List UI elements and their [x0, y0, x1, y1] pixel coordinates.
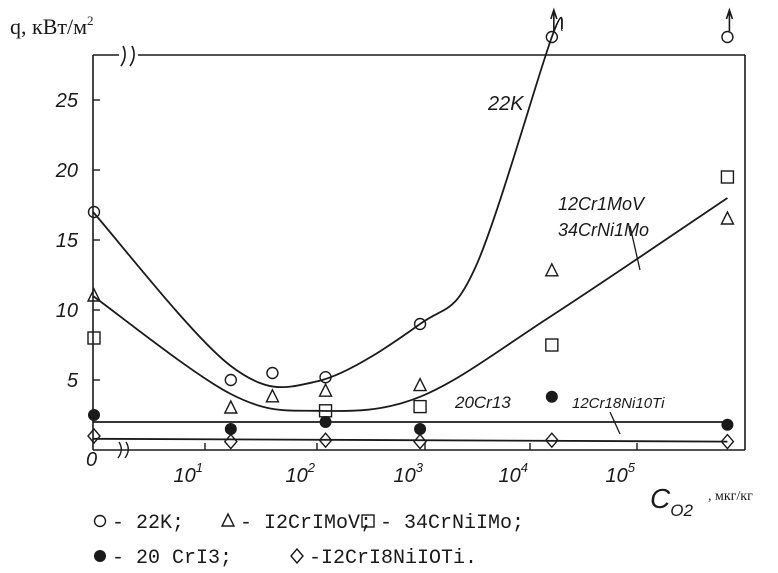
- legend-item-circle: - 22K;: [112, 512, 184, 535]
- y-tick-label: 10: [56, 300, 78, 322]
- data-point-square: [413, 399, 427, 414]
- x-tick-label: 105: [606, 460, 636, 487]
- x-tick-exponent: 2: [307, 460, 316, 475]
- x-tick-label: 104: [499, 460, 528, 487]
- data-point-circle: [413, 317, 427, 331]
- curve-label-34crni1mo: 34CrNi1Mo: [558, 220, 649, 240]
- data-point-square: [87, 331, 101, 345]
- curve-label-22k: 22K: [487, 93, 525, 115]
- x-axis-title: CO2: [650, 483, 693, 520]
- y-tick-label: 25: [55, 90, 79, 112]
- legend-marker-square: [361, 514, 375, 528]
- data-point-diamond: [413, 433, 427, 450]
- x-tick-label: 101: [174, 460, 203, 487]
- data-point-circle: [266, 366, 279, 380]
- y-tick-label: 5: [67, 370, 79, 392]
- data-point-square: [545, 338, 559, 352]
- data-point-filled-circle: [224, 423, 237, 435]
- data-point-circle: [545, 30, 559, 44]
- curve-label-12cr18ni10ti: 12Cr18Ni10Ti: [572, 395, 665, 412]
- x-tick-exponent: 1: [196, 460, 203, 475]
- y-axis-title-superscript: 2: [87, 13, 94, 28]
- origin-label: 0: [86, 449, 97, 471]
- label-leader: [629, 225, 641, 271]
- legend-item-square: - 34CrNiIMo;: [380, 512, 524, 535]
- x-axis-title-subscript: O2: [670, 501, 693, 520]
- data-point-triangle: [412, 377, 428, 392]
- x-tick-label: 102: [286, 460, 316, 487]
- data-point-filled-circle: [545, 390, 558, 403]
- data-point-circle: [721, 30, 734, 44]
- legend-item-diamond: -I2CrI8NiIOTi.: [309, 547, 477, 570]
- y-tick-label: 20: [55, 160, 78, 182]
- legend-marker-circle: [93, 514, 107, 528]
- fitted-curve-3: [92, 437, 728, 443]
- data-point-square: [720, 170, 735, 184]
- data-point-triangle: [544, 262, 559, 277]
- data-point-triangle: [223, 399, 238, 414]
- data-point-diamond: [318, 432, 333, 449]
- x-tick-exponent: 4: [521, 460, 528, 475]
- fitted-curve-1: [92, 197, 728, 412]
- curve-labels: 22K 12Cr1MoV 34CrNi1Mo 20Cr13 12Cr18Ni10Ti: [454, 93, 665, 435]
- legend-marker-filled-circle: [94, 550, 106, 562]
- legend-item-filled-circle: - 20 CrI3;: [112, 547, 232, 570]
- curve-label-12cr1mov: 12Cr1MoV: [558, 194, 646, 214]
- x-tick-exponent: 5: [628, 460, 636, 475]
- data-point-triangle: [265, 388, 280, 403]
- legend-marker-diamond: [290, 547, 304, 565]
- data-point-circle: [87, 205, 101, 219]
- x-tick-label: 103: [394, 460, 424, 487]
- bottom-axis-break-icon: [117, 441, 129, 459]
- data-point-circle: [224, 373, 238, 387]
- data-point-diamond: [87, 427, 101, 445]
- legend: - 22K; - I2CrIMoV; - 34CrNiIMo; - 20 CrI3…: [93, 512, 524, 570]
- data-point-filled-circle: [414, 423, 427, 435]
- data-point-diamond: [223, 433, 238, 450]
- data-point-filled-circle: [721, 418, 734, 431]
- fitted-curves: [92, 16, 728, 443]
- x-axis-unit: , мкг/кг: [708, 489, 753, 504]
- y-axis-title: q, кВт/м2: [10, 13, 94, 39]
- data-point-triangle: [318, 382, 333, 397]
- data-markers: [86, 7, 735, 450]
- legend-item-triangle: - I2CrIMoV;: [240, 512, 372, 535]
- data-point-triangle: [720, 210, 735, 225]
- legend-marker-triangle: [220, 512, 236, 527]
- data-point-diamond: [544, 432, 559, 449]
- x-tick-exponent: 3: [416, 460, 424, 475]
- data-point-triangle: [86, 287, 102, 302]
- data-point-filled-circle: [319, 416, 332, 428]
- off-scale-arrow-icon: [725, 7, 734, 31]
- data-point-diamond: [720, 433, 735, 450]
- y-tick-label: 15: [56, 230, 79, 252]
- label-leader: [609, 411, 621, 435]
- off-scale-arrow-icon: [550, 7, 558, 31]
- data-point-filled-circle: [88, 409, 100, 421]
- fitted-curve-0: [92, 16, 564, 389]
- top-axis-break-icon: [120, 45, 135, 67]
- curve-label-20cr13: 20Cr13: [454, 393, 511, 412]
